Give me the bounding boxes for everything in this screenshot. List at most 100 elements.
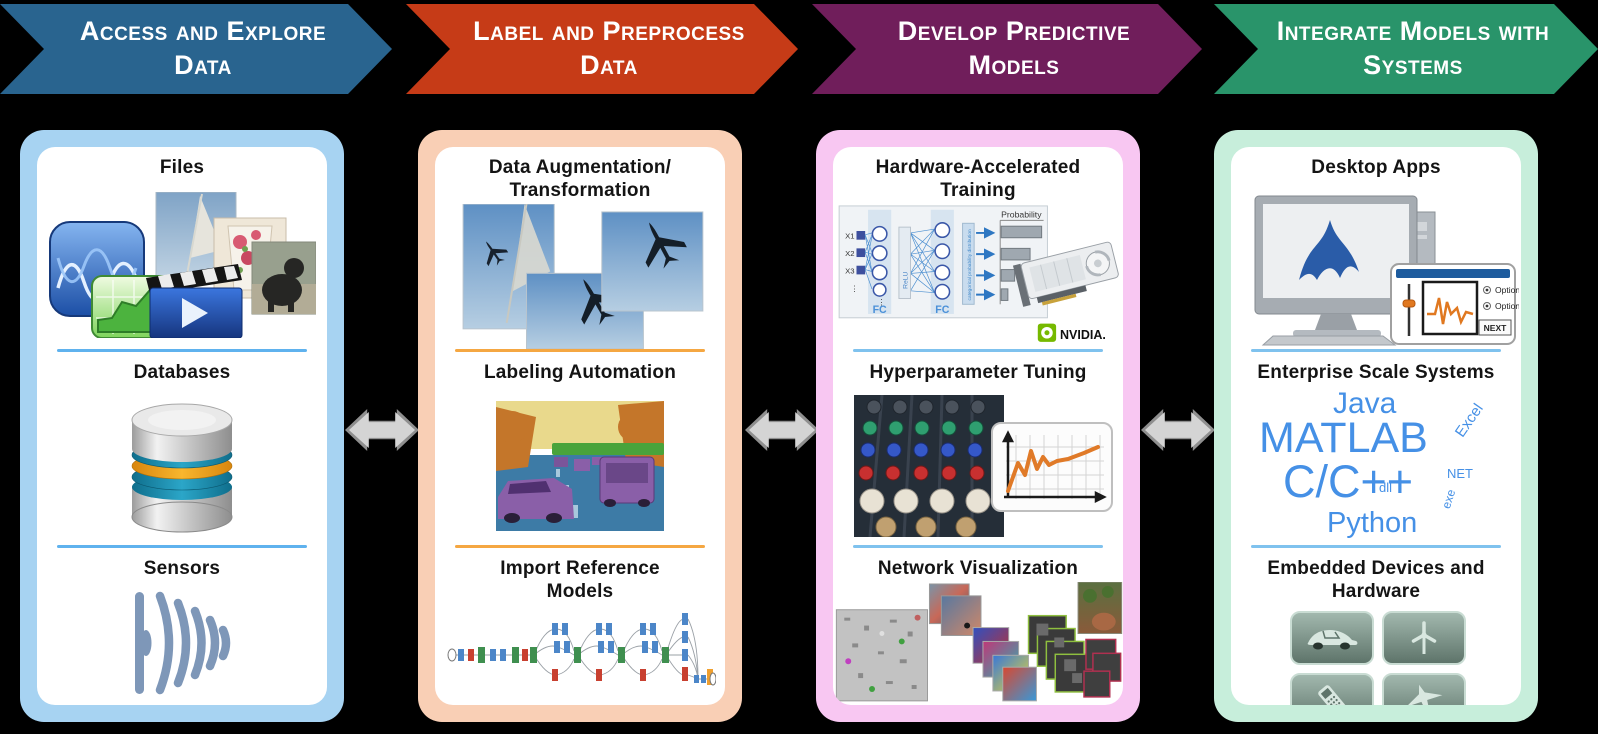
- photo-dog: [251, 241, 316, 315]
- car-tile: [1290, 611, 1374, 666]
- section-title: Network Visualization: [877, 558, 1079, 579]
- section-files: Files: [37, 147, 327, 349]
- deep-dream-tile: [1077, 582, 1123, 635]
- stage-label: Develop Predictive Models: [897, 16, 1131, 80]
- photo-plane-3: [601, 211, 704, 312]
- fc-label: FC: [873, 304, 887, 316]
- flow-connector-arrow: [345, 409, 419, 451]
- stage-label: Integrate Models with Systems: [1276, 16, 1550, 80]
- flow-connector-arrow: [1141, 409, 1215, 451]
- panel: Files: [37, 147, 327, 705]
- section-divider: [853, 545, 1103, 548]
- training-chart-panel: [991, 421, 1113, 512]
- segmentation-scene-illustration: [496, 400, 664, 531]
- section-data-augmentation: Data Augmentation/ Transformation: [435, 147, 725, 349]
- option1-label: Option 1: [1495, 285, 1519, 295]
- section-divider: [1251, 545, 1501, 548]
- section-divider: [455, 545, 705, 548]
- panel: Data Augmentation/ Transformation: [435, 147, 725, 705]
- word-python: Python: [1327, 506, 1418, 539]
- fc-label: FC: [935, 304, 949, 316]
- section-title: Data Augmentation/ Transformation: [488, 157, 672, 202]
- section-title: Databases: [133, 362, 231, 383]
- network-graph-illustration: [447, 613, 716, 686]
- section-enterprise-scale-systems: Enterprise Scale Systems Java Excel MATL…: [1231, 352, 1521, 545]
- word-dll: dll: [1379, 479, 1393, 495]
- section-title: Labeling Automation: [483, 362, 677, 383]
- wind-turbine-icon: [1411, 621, 1437, 655]
- section-title: Hardware-Accelerated Training: [875, 157, 1081, 202]
- feature-maps-illustration: [835, 582, 1123, 702]
- word-net: NET: [1447, 465, 1473, 481]
- sound-wave-icon: [135, 591, 231, 694]
- nn-input-label: X3: [845, 267, 854, 276]
- monitor-matlab: [1254, 195, 1418, 346]
- neural-network-gpu-illustration: X1 X2 X3 ⋮ ⋮ ReLU categorical probabilit…: [838, 205, 1119, 342]
- airplane-icon: [1406, 685, 1443, 705]
- word-matlab: MATLAB: [1259, 413, 1428, 462]
- stage-integrate-models-systems: Integrate Models with Systems: [1214, 4, 1598, 94]
- airplane-tile: [1382, 673, 1466, 705]
- flow-connector-arrow: [745, 409, 819, 451]
- section-title: Hyperparameter Tuning: [869, 362, 1087, 383]
- section-import-reference-models: Import Reference Models: [435, 548, 725, 705]
- mobile-phone-icon: [1318, 685, 1346, 705]
- option2-label: Option 2: [1495, 301, 1519, 311]
- section-desktop-apps: Desktop Apps Opti: [1231, 147, 1521, 349]
- section-hardware-accelerated-training: Hardware-Accelerated Training X1 X2 X3 ⋮…: [833, 147, 1123, 349]
- column-integrate-models-systems: Desktop Apps Opti: [1214, 130, 1538, 722]
- nvidia-wordmark: NVIDIA.: [1060, 328, 1106, 342]
- car-icon: [1307, 630, 1358, 650]
- section-divider: [455, 349, 705, 352]
- section-sensors: Sensors: [37, 548, 327, 705]
- nn-input-label: X1: [845, 232, 854, 241]
- section-divider: [1251, 349, 1501, 352]
- noise-filter-tile: [835, 609, 928, 702]
- feature-tiles-d: [1083, 638, 1122, 698]
- file-types-illustration: [49, 192, 316, 339]
- wind-turbine-tile: [1382, 611, 1466, 666]
- section-title: Sensors: [143, 558, 221, 579]
- column-label-preprocess-data: Data Augmentation/ Transformation: [418, 130, 742, 722]
- stage-access-explore-data: Access and Explore Data: [0, 4, 392, 94]
- column-develop-predictive-models: Hardware-Accelerated Training X1 X2 X3 ⋮…: [816, 130, 1140, 722]
- feature-tiles-b: [972, 627, 1037, 702]
- section-divider: [57, 545, 307, 548]
- section-databases: Databases: [37, 352, 327, 545]
- section-divider: [853, 349, 1103, 352]
- panel: Hardware-Accelerated Training X1 X2 X3 ⋮…: [833, 147, 1123, 705]
- video-clapper-icon: [146, 264, 243, 339]
- mobile-phone-tile: [1290, 673, 1374, 705]
- airplane-photos-illustration: [462, 204, 704, 349]
- desktop-apps-illustration: Option 1 Option 2 NEXT: [1254, 195, 1519, 346]
- segmented-truck: [599, 456, 655, 507]
- word-exe: exe: [1439, 487, 1459, 510]
- distribution-label: categorical probability distribution: [967, 229, 973, 300]
- language-word-cloud: Java Excel MATLAB NET C/C++ dll exe Pyth…: [1231, 387, 1521, 545]
- segmented-car: [498, 477, 574, 523]
- word-excel: Excel: [1451, 400, 1487, 440]
- section-hyperparameter-tuning: Hyperparameter Tuning: [833, 352, 1123, 545]
- next-button: NEXT: [1484, 323, 1507, 333]
- stage-label-preprocess-data: Label and Preprocess Data: [406, 4, 798, 94]
- section-title: Files: [159, 157, 205, 178]
- section-title: Embedded Devices and Hardware: [1267, 558, 1485, 603]
- word-java: Java: [1333, 386, 1397, 420]
- panel: Desktop Apps Opti: [1231, 147, 1521, 705]
- app-window: Option 1 Option 2 NEXT: [1390, 263, 1519, 346]
- stage-develop-predictive-models: Develop Predictive Models: [812, 4, 1202, 94]
- device-tiles: [1290, 611, 1466, 705]
- nn-ellipsis: ⋮: [851, 284, 859, 293]
- section-divider: [57, 349, 307, 352]
- stage-label: Access and Explore Data: [79, 16, 327, 80]
- section-title: Desktop Apps: [1311, 157, 1441, 178]
- nn-input-label: X2: [845, 249, 854, 258]
- nn-ellipsis: ⋮: [878, 298, 886, 307]
- probability-label: Probability: [1001, 210, 1042, 220]
- section-network-visualization: Network Visualization: [833, 548, 1123, 705]
- mixer-photo: [854, 394, 1004, 537]
- relu-label: ReLU: [903, 272, 910, 289]
- section-embedded-devices: Embedded Devices and Hardware: [1231, 548, 1521, 705]
- stage-label: Label and Preprocess Data: [473, 16, 745, 80]
- mixer-knobs-chart-illustration: [854, 394, 1113, 537]
